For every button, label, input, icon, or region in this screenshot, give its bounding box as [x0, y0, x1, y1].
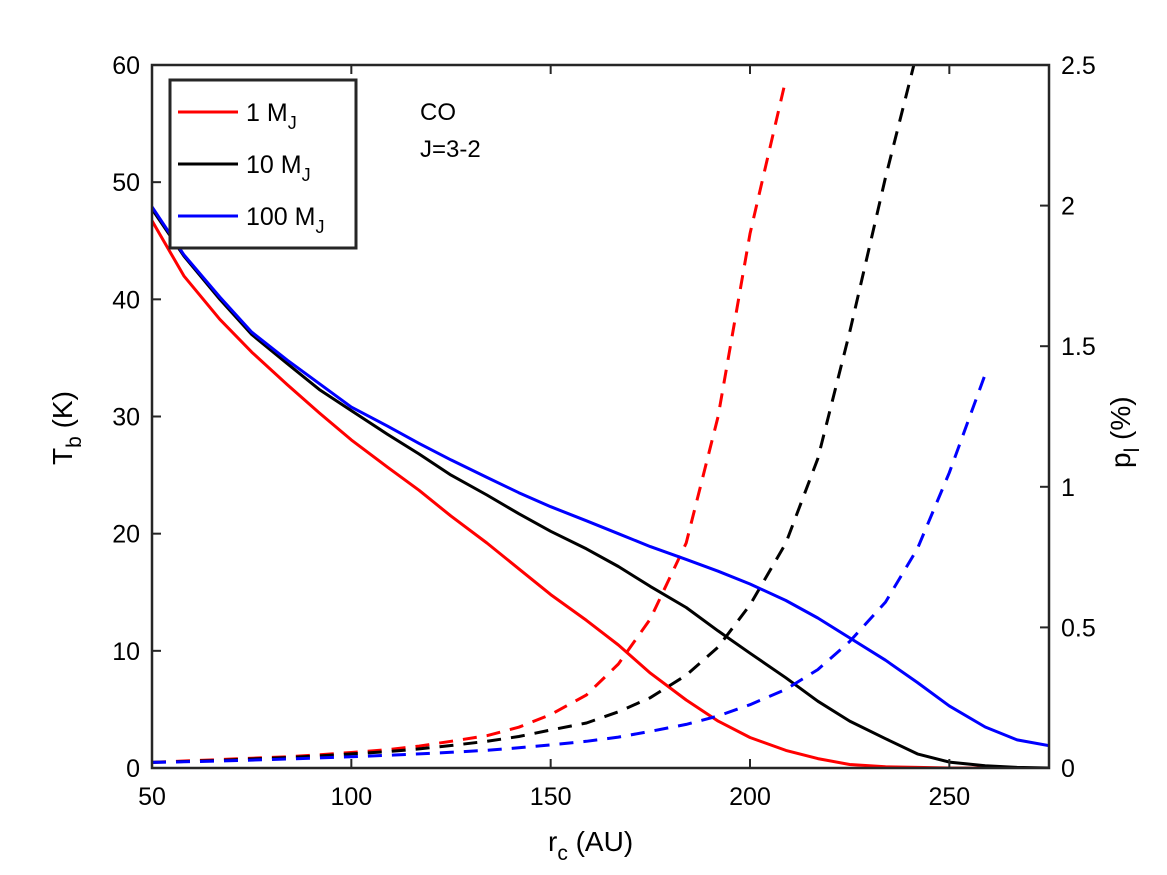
y-right-axis-label: pl (%)	[1105, 396, 1144, 468]
y-left-tick-label: 30	[112, 404, 140, 432]
annotation-line-2: J=3-2	[420, 136, 481, 163]
y-left-axis-label-main: T	[47, 448, 78, 465]
y-left-tick-label: 10	[112, 638, 140, 666]
y-right-tick-label: 0.5	[1061, 614, 1096, 642]
x-tick-label: 50	[138, 783, 166, 811]
series-line-tb-3	[152, 205, 1049, 748]
x-tick-label: 100	[330, 783, 372, 811]
x-tick-label: 200	[729, 783, 771, 811]
y-right-tick-label: 1	[1061, 474, 1075, 502]
series-line-tb-2	[152, 208, 1049, 768]
x-tick-label: 150	[530, 783, 572, 811]
x-axis-label: rc (AU)	[548, 826, 633, 865]
legend-label-1: 1 MJ	[246, 99, 297, 133]
y-right-axis-label-sub: l	[1121, 448, 1144, 453]
y-left-tick-label: 40	[112, 286, 140, 314]
y-right-axis-label-rest: (%)	[1105, 396, 1136, 447]
legend: 1 MJ 10 MJ 100 MJ	[168, 78, 358, 250]
y-right-tick-label: 0	[1061, 755, 1075, 783]
x-axis-label-sub: c	[557, 842, 568, 865]
y-left-axis-label-sub: b	[63, 436, 86, 448]
y-left-tick-label: 0	[126, 755, 140, 783]
y-right-tick-label: 2.5	[1061, 52, 1096, 80]
axes-layer: 50 100 150 200 250 0 10 20 30 40 50 60 0 0.5 1 1.5 2 2.5	[112, 52, 1096, 811]
x-tick-label: 250	[928, 783, 970, 811]
x-axis-label-main: r	[548, 826, 557, 857]
series-line-tb-1	[152, 220, 1049, 768]
annotation-line-1: CO	[420, 99, 456, 126]
y-left-tick-label: 20	[112, 521, 140, 549]
legend-label-2: 10 MJ	[246, 151, 311, 185]
y-left-axis-label-rest: (K)	[47, 391, 78, 436]
y-left-axis-label: Tb (K)	[47, 391, 86, 465]
y-right-axis-label-main: p	[1105, 452, 1136, 468]
x-axis-label-rest: (AU)	[568, 826, 633, 857]
y-right-tick-label: 2	[1061, 193, 1075, 221]
series-line-pl-3	[152, 373, 987, 764]
y-left-tick-label: 60	[112, 52, 140, 80]
y-left-tick-label: 50	[112, 169, 140, 197]
y-right-tick-label: 1.5	[1061, 333, 1096, 361]
legend-label-3: 100 MJ	[246, 203, 324, 237]
